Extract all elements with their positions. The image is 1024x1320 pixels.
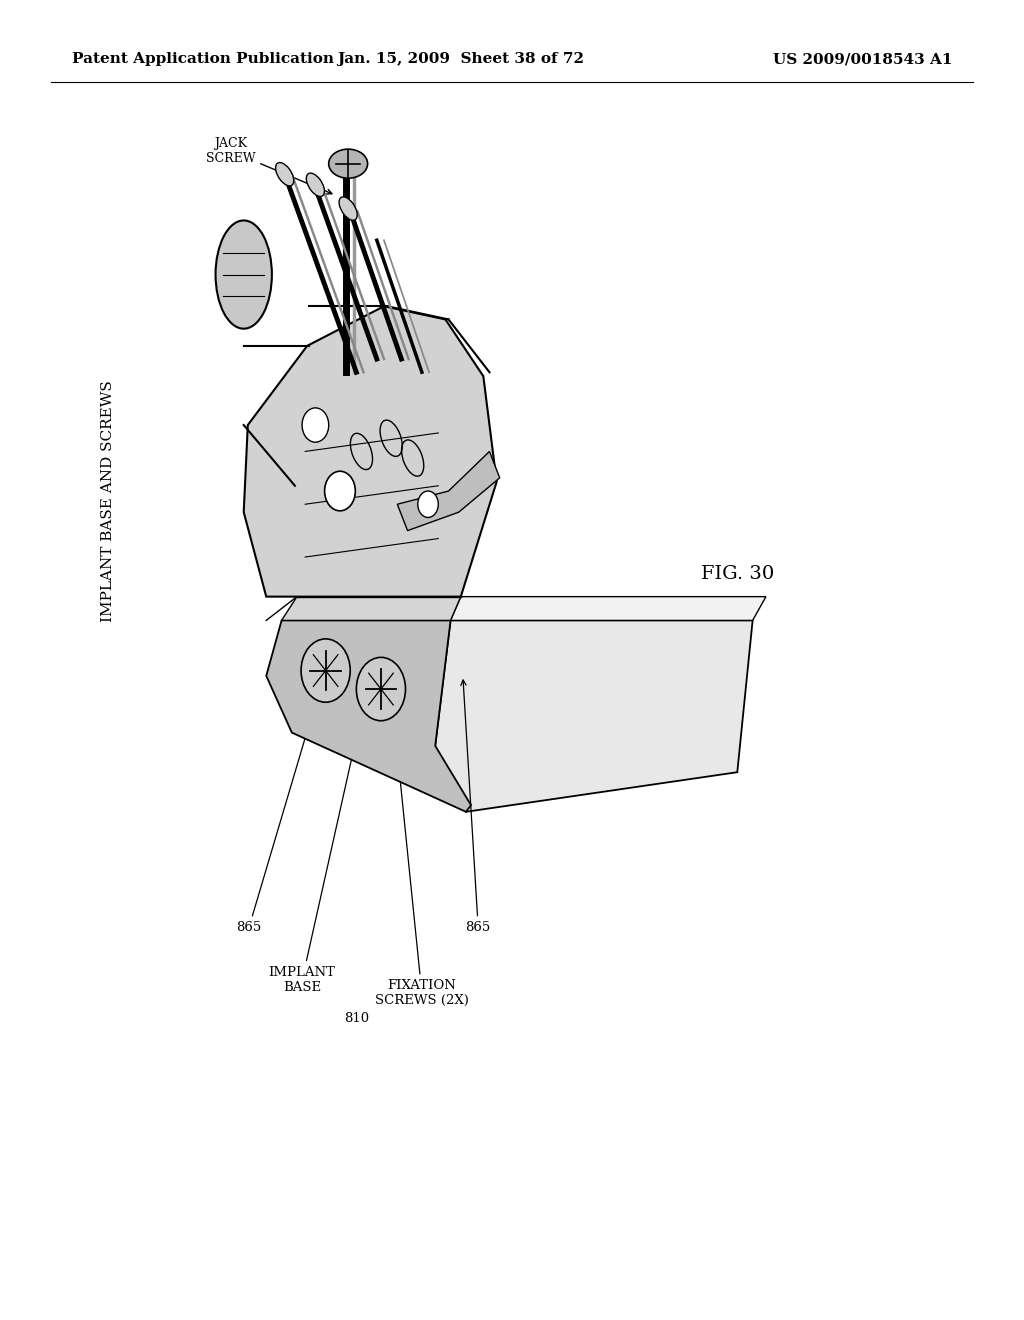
Polygon shape xyxy=(435,620,753,812)
Circle shape xyxy=(301,639,350,702)
Ellipse shape xyxy=(215,220,272,329)
Circle shape xyxy=(325,471,355,511)
Circle shape xyxy=(418,491,438,517)
Text: 810: 810 xyxy=(344,1012,369,1026)
Polygon shape xyxy=(244,306,497,597)
Text: IMPLANT
BASE: IMPLANT BASE xyxy=(268,696,368,994)
Polygon shape xyxy=(266,620,471,812)
Text: 865: 865 xyxy=(237,680,324,935)
Polygon shape xyxy=(282,597,461,620)
Text: JACK
SCREW: JACK SCREW xyxy=(206,137,332,194)
Text: IMPLANT BASE AND SCREWS: IMPLANT BASE AND SCREWS xyxy=(100,380,115,623)
Text: 865: 865 xyxy=(461,680,490,935)
Text: US 2009/0018543 A1: US 2009/0018543 A1 xyxy=(773,53,952,66)
Ellipse shape xyxy=(275,162,294,186)
Circle shape xyxy=(356,657,406,721)
Text: FIXATION
SCREWS (2X): FIXATION SCREWS (2X) xyxy=(375,696,469,1007)
Polygon shape xyxy=(397,451,500,531)
Text: Jan. 15, 2009  Sheet 38 of 72: Jan. 15, 2009 Sheet 38 of 72 xyxy=(337,53,585,66)
Ellipse shape xyxy=(329,149,368,178)
Ellipse shape xyxy=(339,197,357,220)
Ellipse shape xyxy=(306,173,325,197)
Text: Patent Application Publication: Patent Application Publication xyxy=(72,53,334,66)
Circle shape xyxy=(302,408,329,442)
Polygon shape xyxy=(451,597,766,620)
Text: FIG. 30: FIG. 30 xyxy=(700,565,774,583)
